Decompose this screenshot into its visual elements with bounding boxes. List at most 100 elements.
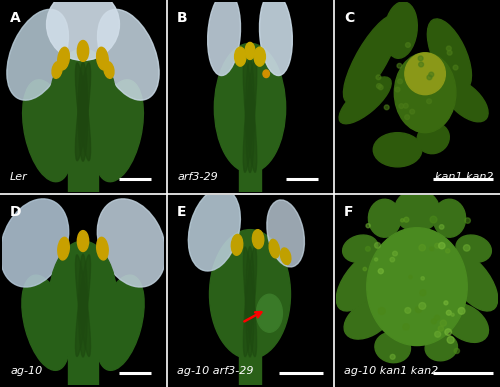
Ellipse shape [49,241,117,359]
Ellipse shape [378,308,386,315]
Ellipse shape [367,228,467,346]
Ellipse shape [398,79,402,84]
Ellipse shape [446,251,498,311]
Ellipse shape [465,218,470,223]
Ellipse shape [366,247,370,251]
Ellipse shape [390,257,394,262]
Ellipse shape [246,247,254,357]
Ellipse shape [22,80,72,182]
Ellipse shape [76,255,90,356]
Ellipse shape [210,229,290,359]
Text: ag-10 kan1 kan2: ag-10 kan1 kan2 [344,366,438,376]
Ellipse shape [234,47,246,66]
Ellipse shape [454,348,460,354]
Ellipse shape [443,79,488,122]
Bar [238,158,262,192]
Ellipse shape [418,62,424,67]
Ellipse shape [96,275,144,370]
Text: E: E [177,205,186,219]
Ellipse shape [244,59,256,172]
Ellipse shape [374,258,378,261]
Ellipse shape [208,0,240,75]
Ellipse shape [440,320,446,326]
Ellipse shape [232,235,242,255]
Ellipse shape [188,188,240,271]
Ellipse shape [438,243,445,249]
Ellipse shape [244,247,256,357]
Ellipse shape [366,224,370,228]
Ellipse shape [76,255,90,356]
Text: D: D [10,205,22,219]
Ellipse shape [245,43,255,60]
Ellipse shape [397,63,402,68]
Ellipse shape [0,199,68,287]
Ellipse shape [445,329,452,336]
Ellipse shape [399,104,404,108]
Ellipse shape [98,199,166,287]
Ellipse shape [403,324,409,330]
Ellipse shape [246,58,254,173]
Text: ag-10 arf3-29: ag-10 arf3-29 [177,366,254,376]
Ellipse shape [400,219,404,222]
Ellipse shape [442,303,488,342]
Ellipse shape [244,59,256,172]
Ellipse shape [280,248,291,264]
Ellipse shape [404,103,408,108]
Ellipse shape [425,334,458,361]
Bar [68,348,98,385]
Ellipse shape [458,308,465,314]
Ellipse shape [78,231,88,252]
Ellipse shape [417,123,450,154]
Ellipse shape [447,336,454,343]
Ellipse shape [96,237,108,260]
Ellipse shape [76,63,90,161]
Text: ag-10: ag-10 [10,366,42,376]
Ellipse shape [363,267,366,271]
Ellipse shape [344,15,400,103]
Ellipse shape [410,109,414,114]
Ellipse shape [446,310,452,315]
Ellipse shape [342,235,378,262]
Ellipse shape [406,43,410,47]
Ellipse shape [433,199,466,237]
Ellipse shape [429,72,434,77]
Ellipse shape [374,133,422,167]
Ellipse shape [244,247,256,357]
Ellipse shape [384,105,389,110]
Ellipse shape [260,0,292,75]
Ellipse shape [418,56,423,61]
Ellipse shape [394,190,440,231]
Ellipse shape [269,239,280,258]
Text: C: C [344,11,354,25]
Ellipse shape [339,77,391,124]
Ellipse shape [76,63,90,161]
Ellipse shape [438,326,444,331]
Ellipse shape [267,200,304,267]
Ellipse shape [376,75,381,80]
Ellipse shape [336,251,388,311]
Ellipse shape [96,47,108,70]
Ellipse shape [252,229,264,248]
Ellipse shape [78,62,88,161]
Ellipse shape [98,9,159,100]
Ellipse shape [58,237,70,260]
Ellipse shape [214,43,286,173]
Ellipse shape [256,294,282,332]
Ellipse shape [446,249,450,253]
Ellipse shape [7,9,68,100]
Ellipse shape [376,84,382,88]
Text: F: F [344,205,354,219]
Ellipse shape [384,2,418,58]
Ellipse shape [464,245,470,251]
Ellipse shape [374,243,380,248]
Ellipse shape [432,319,436,324]
Ellipse shape [94,80,144,182]
Ellipse shape [419,303,426,309]
Ellipse shape [456,235,492,262]
Ellipse shape [263,70,270,77]
Ellipse shape [392,251,398,256]
Bar [68,150,98,192]
Ellipse shape [427,75,432,80]
Ellipse shape [405,308,411,313]
Ellipse shape [46,0,120,60]
